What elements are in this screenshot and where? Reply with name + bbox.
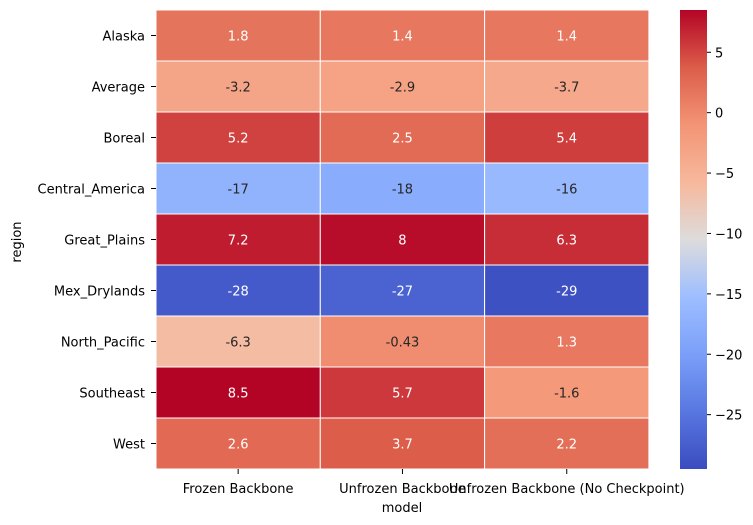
cell-annotations: 1.8 1.4 1.4 -3.2 -2.9 -3.7 5.2 2.5 5.4 -17 -18 -16 7… xyxy=(225,30,579,453)
cell-value-label: -3.7 xyxy=(554,81,579,96)
cell-value-label: -29 xyxy=(556,285,577,300)
y-tick-label: Boreal xyxy=(103,132,145,147)
heatmap-cell xyxy=(155,417,321,470)
y-axis: Alaska Average Boreal Central_America Great_… xyxy=(38,30,156,453)
x-tick-label: Frozen Backbone xyxy=(183,482,294,497)
heatmap-cell xyxy=(155,162,321,215)
cell-value-label: -28 xyxy=(228,285,249,300)
y-tick-label: Average xyxy=(92,81,145,96)
cell-value-label: 2.6 xyxy=(228,438,249,453)
heatmap-cell xyxy=(319,213,486,266)
colorbar-tick-label: −25 xyxy=(715,409,742,424)
cell-value-label: -3.2 xyxy=(225,81,250,96)
cell-value-label: 1.8 xyxy=(228,30,249,45)
heatmap-cell xyxy=(484,417,650,470)
y-tick-label: West xyxy=(113,438,145,453)
colorbar-tick-label: 0 xyxy=(715,107,723,122)
cell-value-label: 1.3 xyxy=(556,336,577,351)
cell-value-label: 8 xyxy=(398,234,406,249)
cell-value-label: 5.2 xyxy=(228,132,249,147)
cell-value-label: 5.7 xyxy=(392,387,413,402)
colorbar-tick-label: −5 xyxy=(715,167,734,182)
x-axis-label: model xyxy=(382,501,422,516)
heatmap-cell xyxy=(484,60,650,113)
y-tick-label: Great_Plains xyxy=(64,234,145,249)
cell-value-label: -2.9 xyxy=(390,81,415,96)
heatmap-cell xyxy=(155,9,321,62)
cell-value-label: -17 xyxy=(228,183,249,198)
heatmap-cell xyxy=(155,366,321,419)
cell-value-label: -0.43 xyxy=(386,336,420,351)
y-axis-label: region xyxy=(10,221,25,262)
heatmap-cell xyxy=(484,264,650,317)
cell-value-label: 1.4 xyxy=(556,30,577,45)
cell-value-label: -18 xyxy=(392,183,413,198)
cell-value-label: 8.5 xyxy=(228,387,249,402)
x-tick-label: Unfrozen Backbone xyxy=(339,482,466,497)
heatmap-cell xyxy=(319,9,486,62)
heatmap-cell xyxy=(484,162,650,215)
heatmap-cell xyxy=(319,60,486,113)
heatmap-cell xyxy=(319,264,486,317)
colorbar-tick-label: 5 xyxy=(715,46,723,61)
cell-value-label: 3.7 xyxy=(392,438,413,453)
cell-value-label: 5.4 xyxy=(556,132,577,147)
cell-value-label: 6.3 xyxy=(556,234,577,249)
y-tick-label: Southeast xyxy=(79,387,145,402)
heatmap-cell xyxy=(319,366,486,419)
colorbar: 5 0 −5 −10 −15 −20 −25 xyxy=(680,10,742,469)
y-tick-label: North_Pacific xyxy=(61,336,145,351)
heatmap-cell xyxy=(155,315,321,368)
y-tick-label: Alaska xyxy=(102,30,145,45)
heatmap-cell xyxy=(484,213,650,266)
cell-value-label: 2.2 xyxy=(556,438,577,453)
cell-value-label: 2.5 xyxy=(392,132,413,147)
cell-value-label: 1.4 xyxy=(392,30,413,45)
heatmap-cell xyxy=(484,9,650,62)
y-tick-label: Central_America xyxy=(38,183,145,198)
cell-value-label: -27 xyxy=(392,285,413,300)
colorbar-tick-label: −10 xyxy=(715,227,742,242)
heatmap-cell xyxy=(319,111,486,164)
heatmap-cell xyxy=(484,315,650,368)
heatmap-cells xyxy=(155,9,650,470)
colorbar-tick-label: −15 xyxy=(715,288,742,303)
heatmap-cell xyxy=(319,315,486,368)
heatmap-cell xyxy=(484,366,650,419)
heatmap-cell xyxy=(155,213,321,266)
cell-value-label: 7.2 xyxy=(228,234,249,249)
colorbar-tick-label: −20 xyxy=(715,348,742,363)
y-tick-label: Mex_Drylands xyxy=(54,285,145,300)
x-tick-label: Unfrozen Backbone (No Checkpoint) xyxy=(449,482,685,497)
colorbar-gradient xyxy=(680,10,707,469)
cell-value-label: -1.6 xyxy=(554,387,579,402)
heatmap-cell xyxy=(155,60,321,113)
cell-value-label: -6.3 xyxy=(225,336,250,351)
x-axis: Frozen Backbone Unfrozen BackboneUnfrozen… xyxy=(183,469,685,497)
cell-value-label: -16 xyxy=(556,183,577,198)
